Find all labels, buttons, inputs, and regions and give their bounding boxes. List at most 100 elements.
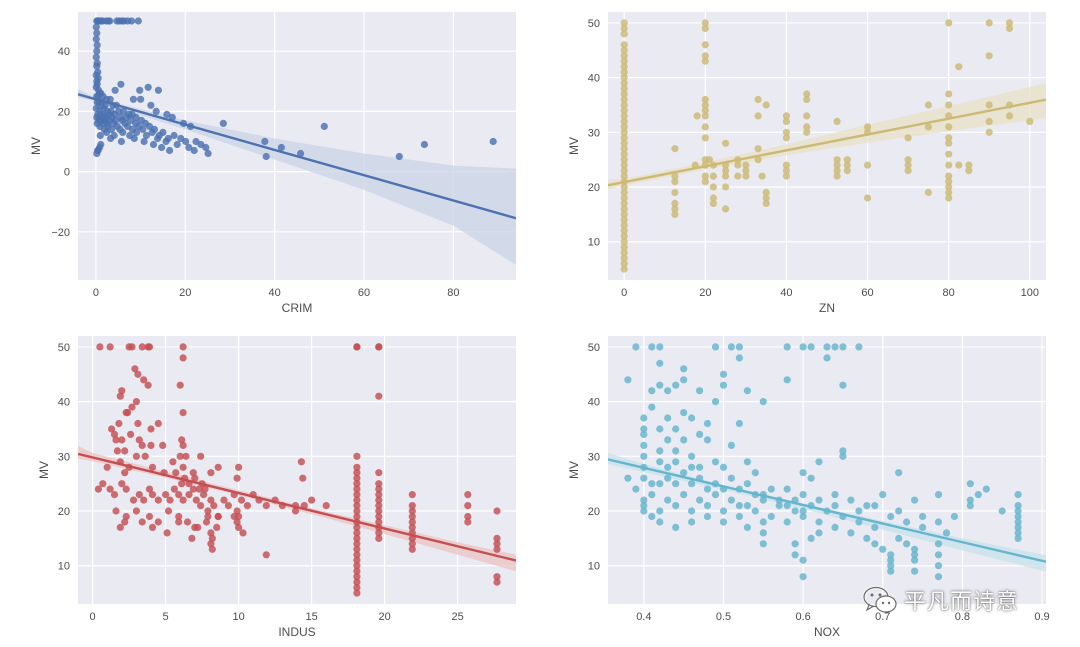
data-point xyxy=(895,534,903,543)
data-point xyxy=(620,254,628,262)
data-point xyxy=(353,529,361,537)
data-point xyxy=(93,41,101,49)
data-point xyxy=(620,205,628,213)
data-point xyxy=(696,463,704,471)
data-point xyxy=(147,441,155,449)
y-tick-label: −20 xyxy=(51,227,70,239)
data-point xyxy=(1014,512,1022,521)
data-point xyxy=(945,194,953,202)
data-point xyxy=(640,502,648,510)
data-point xyxy=(919,523,927,532)
data-point xyxy=(173,140,181,149)
data-point xyxy=(179,409,187,417)
data-point xyxy=(152,107,160,115)
data-point xyxy=(620,139,628,147)
data-point xyxy=(176,381,184,389)
data-point xyxy=(375,502,383,510)
data-point xyxy=(131,365,139,373)
data-point xyxy=(277,143,285,152)
data-point xyxy=(833,117,841,125)
data-point xyxy=(620,221,628,229)
data-point xyxy=(493,545,501,553)
data-point xyxy=(233,518,241,526)
data-point xyxy=(117,80,125,88)
data-point xyxy=(701,123,709,131)
data-point xyxy=(178,436,186,444)
data-point xyxy=(709,199,718,207)
data-point xyxy=(924,123,933,131)
y-tick-label: 40 xyxy=(588,73,600,85)
data-point xyxy=(664,436,672,444)
data-point xyxy=(895,469,903,477)
data-point xyxy=(132,507,140,515)
data-point xyxy=(743,480,752,488)
data-point xyxy=(175,512,183,521)
data-point xyxy=(204,507,212,515)
data-point xyxy=(671,178,679,186)
data-point xyxy=(262,152,270,161)
data-point xyxy=(807,534,815,543)
data-point xyxy=(696,387,704,395)
data-point xyxy=(656,343,664,351)
data-point xyxy=(709,183,718,191)
data-point xyxy=(815,458,823,466)
data-point xyxy=(620,265,628,273)
data-point xyxy=(911,545,919,553)
data-point xyxy=(709,172,718,180)
data-point xyxy=(783,518,791,526)
data-point xyxy=(135,436,143,444)
data-point xyxy=(208,534,216,543)
data-point xyxy=(656,518,664,526)
data-point xyxy=(178,480,186,488)
data-point xyxy=(640,496,648,504)
x-axis-label: CRIM xyxy=(282,301,313,315)
data-point xyxy=(140,376,148,384)
data-point xyxy=(140,137,148,146)
data-point xyxy=(791,540,799,548)
data-point xyxy=(754,145,762,153)
data-point xyxy=(164,507,173,515)
data-point xyxy=(759,496,767,504)
data-point xyxy=(1005,24,1014,32)
plot-content xyxy=(78,343,516,597)
data-point xyxy=(353,502,361,510)
data-point xyxy=(108,425,116,433)
data-point xyxy=(672,480,680,488)
data-point xyxy=(154,518,162,526)
data-point xyxy=(833,172,841,180)
data-point xyxy=(190,146,198,155)
data-point xyxy=(672,458,680,466)
data-point xyxy=(742,161,750,169)
data-point xyxy=(823,343,831,351)
data-point xyxy=(864,123,872,131)
data-point xyxy=(624,376,632,384)
data-point xyxy=(166,496,174,504)
x-tick-label: 0 xyxy=(621,287,627,299)
data-point xyxy=(235,463,243,471)
data-point xyxy=(955,63,963,71)
data-point xyxy=(154,134,162,143)
data-point xyxy=(640,474,648,482)
data-point xyxy=(620,134,628,142)
data-point xyxy=(118,387,126,395)
data-point xyxy=(489,137,497,146)
data-point xyxy=(966,502,974,510)
data-point xyxy=(136,86,144,94)
data-point xyxy=(620,74,628,82)
x-tick-label: 100 xyxy=(1021,287,1039,299)
data-point xyxy=(128,343,136,351)
data-point xyxy=(791,507,799,515)
data-point xyxy=(904,134,912,142)
data-point xyxy=(154,419,162,428)
data-point xyxy=(493,507,501,515)
data-point xyxy=(887,562,895,570)
data-point xyxy=(297,149,305,158)
watermark: 平凡而诗意 xyxy=(862,582,1062,618)
data-point xyxy=(632,343,640,351)
data-point xyxy=(375,485,383,493)
data-point xyxy=(955,161,963,169)
data-point xyxy=(210,502,218,510)
data-point xyxy=(121,469,129,477)
x-tick-label: 0 xyxy=(93,287,99,299)
chart-panel-nox: 0.4 0.5 0.6 0.7 0.8 0.9 10 20 30 40 50 NOX MV xyxy=(567,336,1050,639)
